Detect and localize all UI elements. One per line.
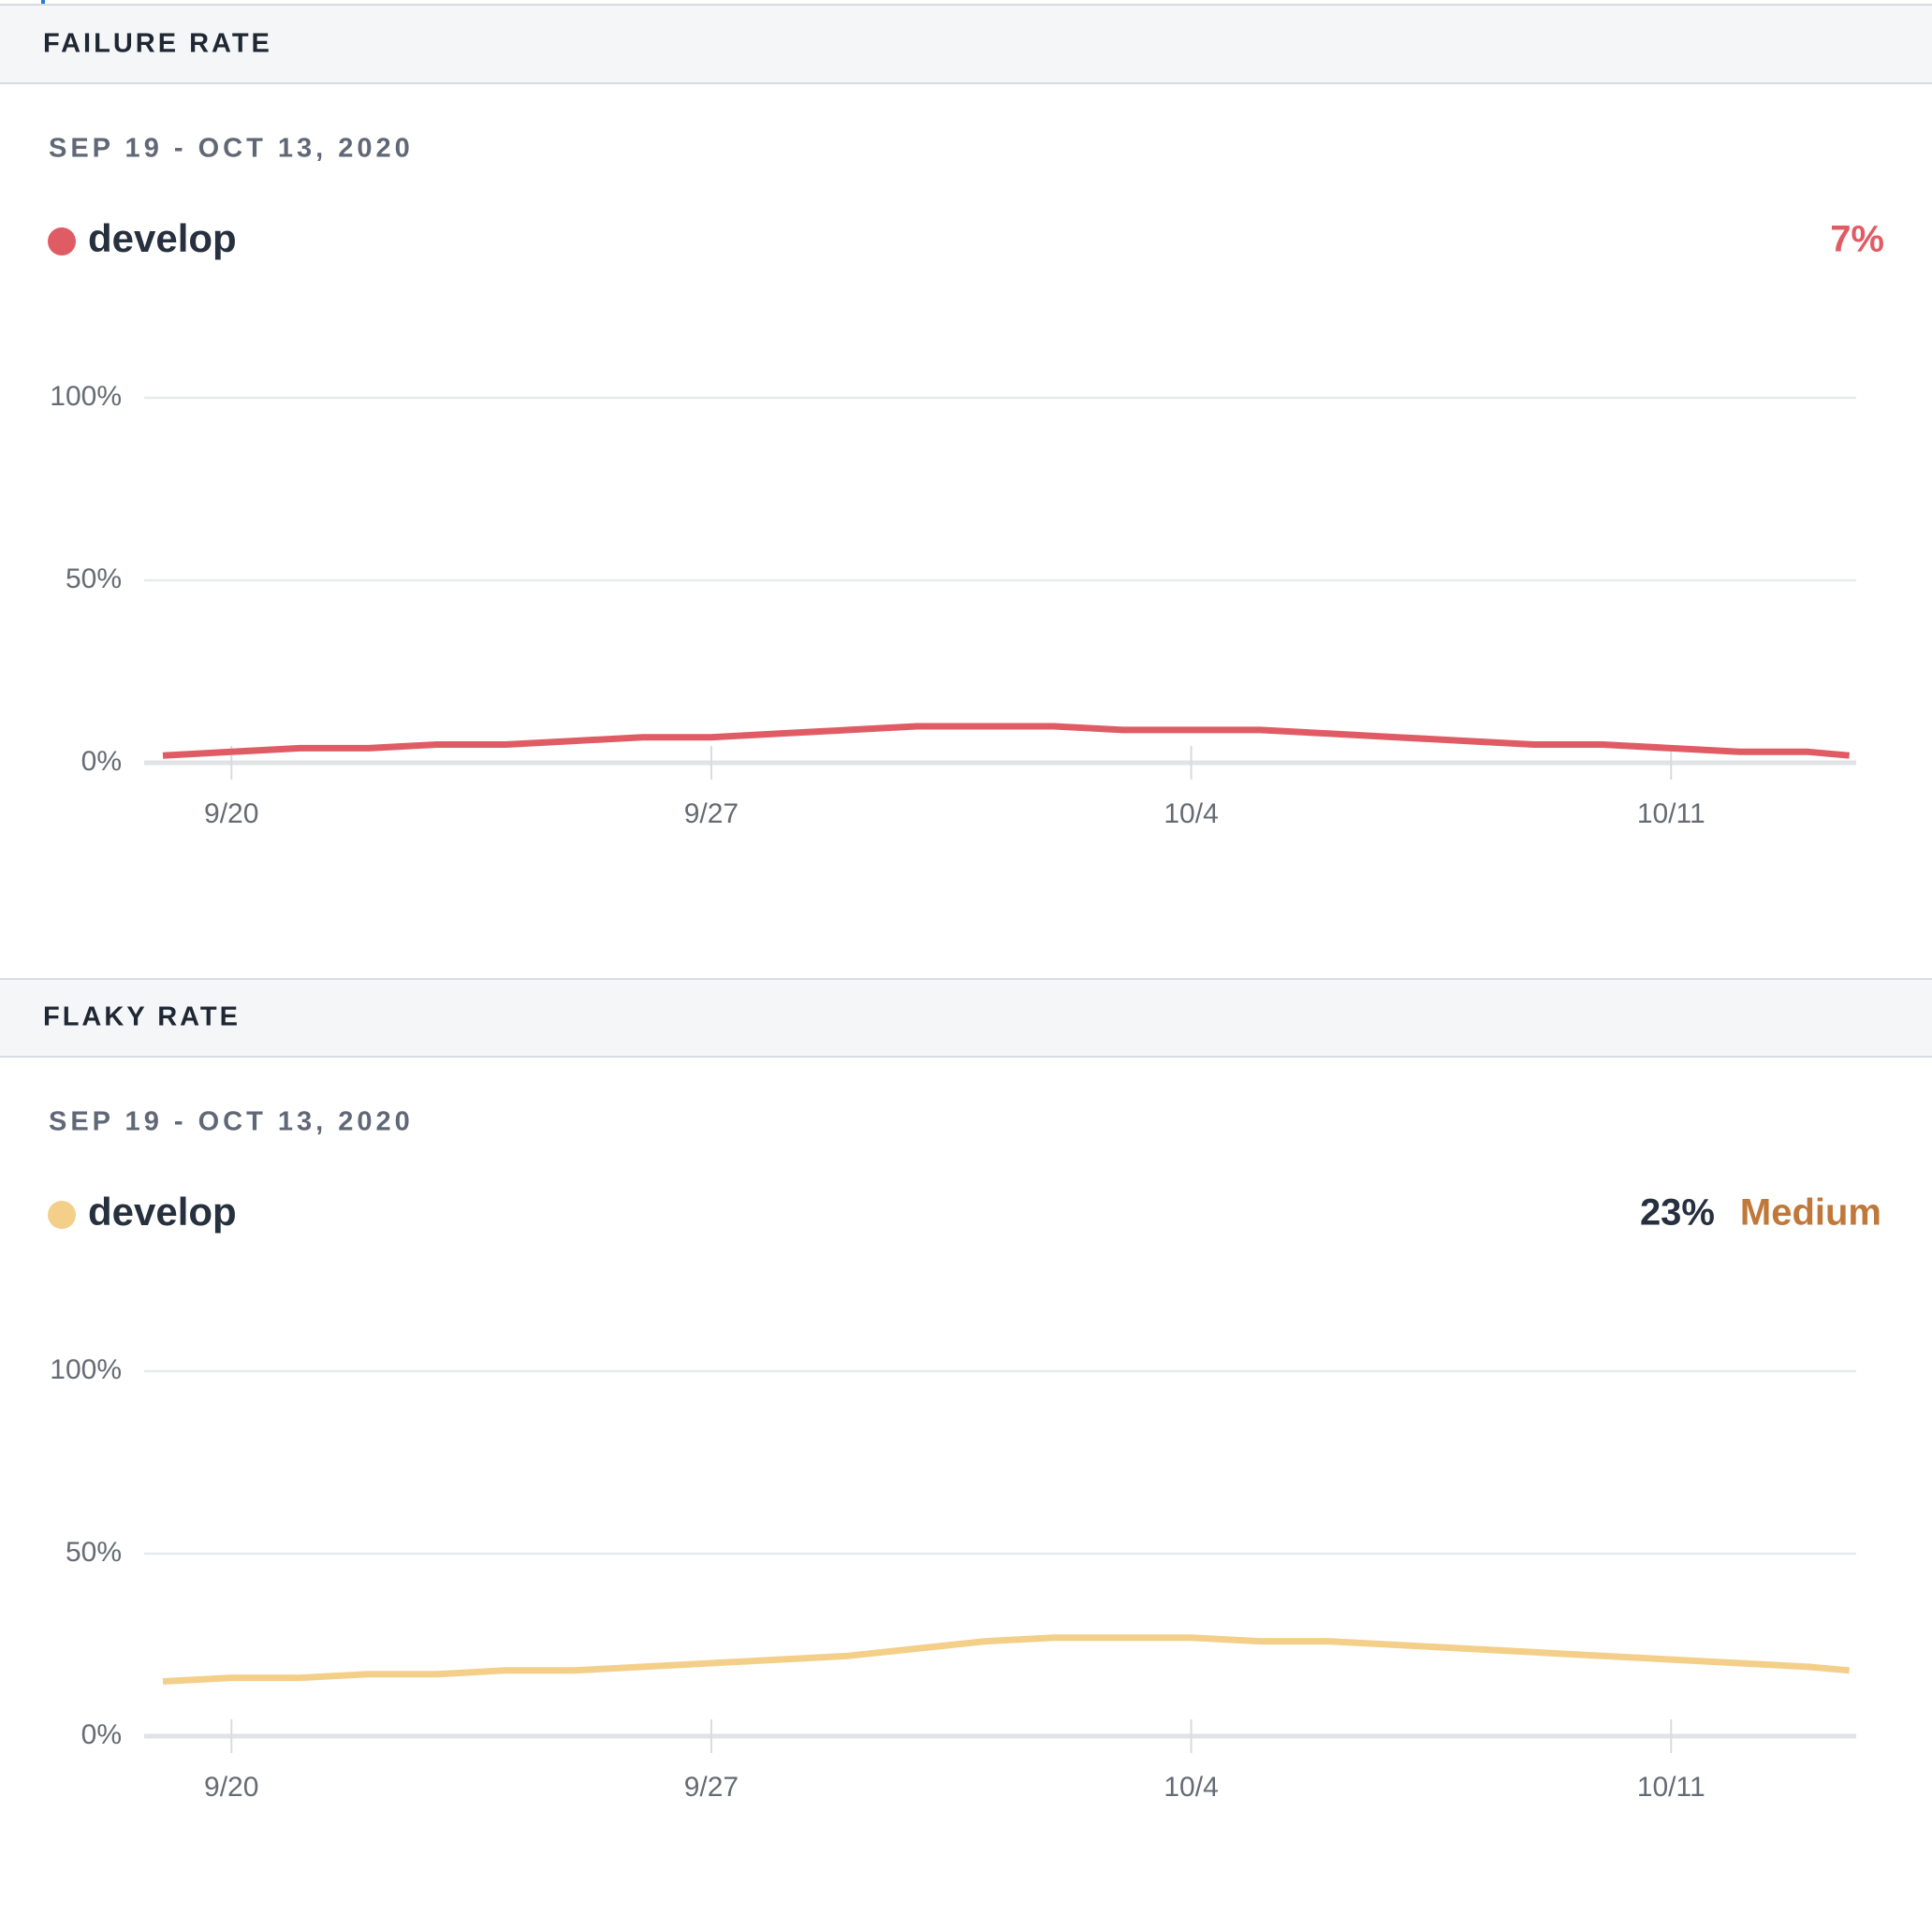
x-tick-label: 10/4 [1164, 1772, 1218, 1803]
y-tick-label: 50% [66, 563, 122, 594]
section-header [0, 6, 1932, 82]
legend-dot [48, 227, 76, 256]
section-title: FAILURE RATE [43, 29, 272, 59]
legend-dot [48, 1201, 76, 1229]
series-line [162, 1634, 1850, 1685]
y-tick-label: 100% [50, 1354, 122, 1385]
x-tick-label: 10/11 [1637, 1772, 1705, 1803]
x-tick-label: 9/27 [684, 1772, 739, 1803]
series-line [162, 723, 1850, 759]
summary-value: 23% [1640, 1192, 1715, 1234]
x-tick-label: 9/27 [684, 798, 739, 829]
x-tick-label: 10/11 [1637, 798, 1705, 829]
date-range: SEP 19 - OCT 13, 2020 [49, 1107, 414, 1137]
x-tick-label: 9/20 [204, 798, 258, 829]
tab-indicator [41, 0, 45, 5]
legend-name: develop [88, 1190, 237, 1234]
y-tick-label: 50% [66, 1537, 122, 1568]
y-tick-label: 0% [81, 746, 122, 777]
x-tick-label: 9/20 [204, 1772, 258, 1803]
section-header [0, 979, 1932, 1056]
y-tick-label: 100% [50, 381, 122, 412]
x-tick-label: 10/4 [1164, 798, 1218, 829]
rating: Medium [1740, 1192, 1881, 1234]
legend-name: develop [88, 216, 237, 260]
section-title: FLAKY RATE [43, 1002, 241, 1032]
summary-value: 7% [1830, 219, 1884, 260]
y-tick-label: 0% [81, 1719, 122, 1750]
date-range: SEP 19 - OCT 13, 2020 [49, 134, 414, 164]
